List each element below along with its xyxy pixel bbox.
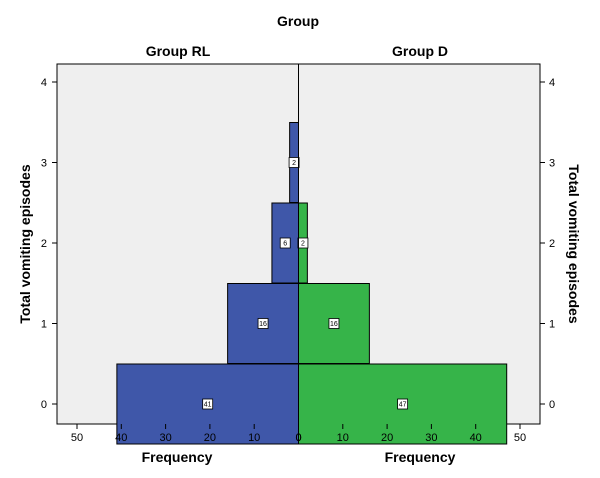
- y-tick-label-right-3: 3: [549, 158, 555, 170]
- x-tick-label-right-0: 0: [295, 432, 301, 444]
- x-tick-label-right-10: 10: [337, 432, 349, 444]
- panel-label-left: Group RL: [146, 43, 211, 59]
- data-label-box-right-0: [397, 398, 409, 410]
- x-tick-label-left-20: 20: [204, 432, 216, 444]
- x-tick-label-left-40: 40: [115, 432, 127, 444]
- x-tick-label-left-10: 10: [248, 432, 260, 444]
- data-label-box-right-2: [297, 237, 309, 249]
- y-tick-label-right-1: 1: [549, 319, 555, 331]
- data-label-left-1: 16: [259, 321, 267, 328]
- data-label-box-left-3: [288, 157, 300, 168]
- x-axis-label-right: Frequency: [385, 449, 456, 465]
- data-label-box-left-1: [257, 318, 269, 329]
- panel-label-right: Group D: [392, 43, 448, 59]
- x-tick-label-right-50: 50: [514, 432, 526, 444]
- bars-layer: 41 16 6 2 47 16 2: [116, 122, 508, 445]
- x-tick-label-right-20: 20: [381, 432, 393, 444]
- data-label-box-left-0: [202, 398, 214, 410]
- x-tick-label-right-40: 40: [470, 432, 482, 444]
- x-axis-label-left: Frequency: [142, 449, 213, 465]
- y-tick-label-right-2: 2: [549, 238, 555, 250]
- data-label-box-left-2: [279, 237, 291, 249]
- y-axis-label-right: Total vomiting episodes: [566, 164, 582, 323]
- y-tick-label-left-3: 3: [41, 158, 47, 170]
- y-tick-label-left-0: 0: [41, 399, 47, 411]
- data-label-right-0: 47: [399, 402, 407, 409]
- data-label-left-3: 2: [292, 160, 296, 167]
- data-label-right-2: 2: [301, 241, 305, 248]
- x-tick-label-left-30: 30: [159, 432, 171, 444]
- data-label-box-right-1: [328, 318, 340, 329]
- y-tick-label-left-1: 1: [41, 319, 47, 331]
- chart-title: Group: [277, 13, 319, 29]
- y-tick-label-left-4: 4: [41, 77, 47, 89]
- y-tick-label-left-2: 2: [41, 238, 47, 250]
- y-tick-label-right-4: 4: [549, 77, 555, 89]
- data-label-left-0: 41: [204, 402, 212, 409]
- y-axis-label-left: Total vomiting episodes: [17, 164, 33, 323]
- data-label-right-1: 16: [330, 321, 338, 328]
- x-tick-label-right-30: 30: [425, 432, 437, 444]
- x-tick-label-left-50: 50: [71, 432, 83, 444]
- x-tick-label-left-0: 0: [295, 432, 301, 444]
- data-label-left-2: 6: [283, 241, 287, 248]
- y-tick-label-right-0: 0: [549, 399, 555, 411]
